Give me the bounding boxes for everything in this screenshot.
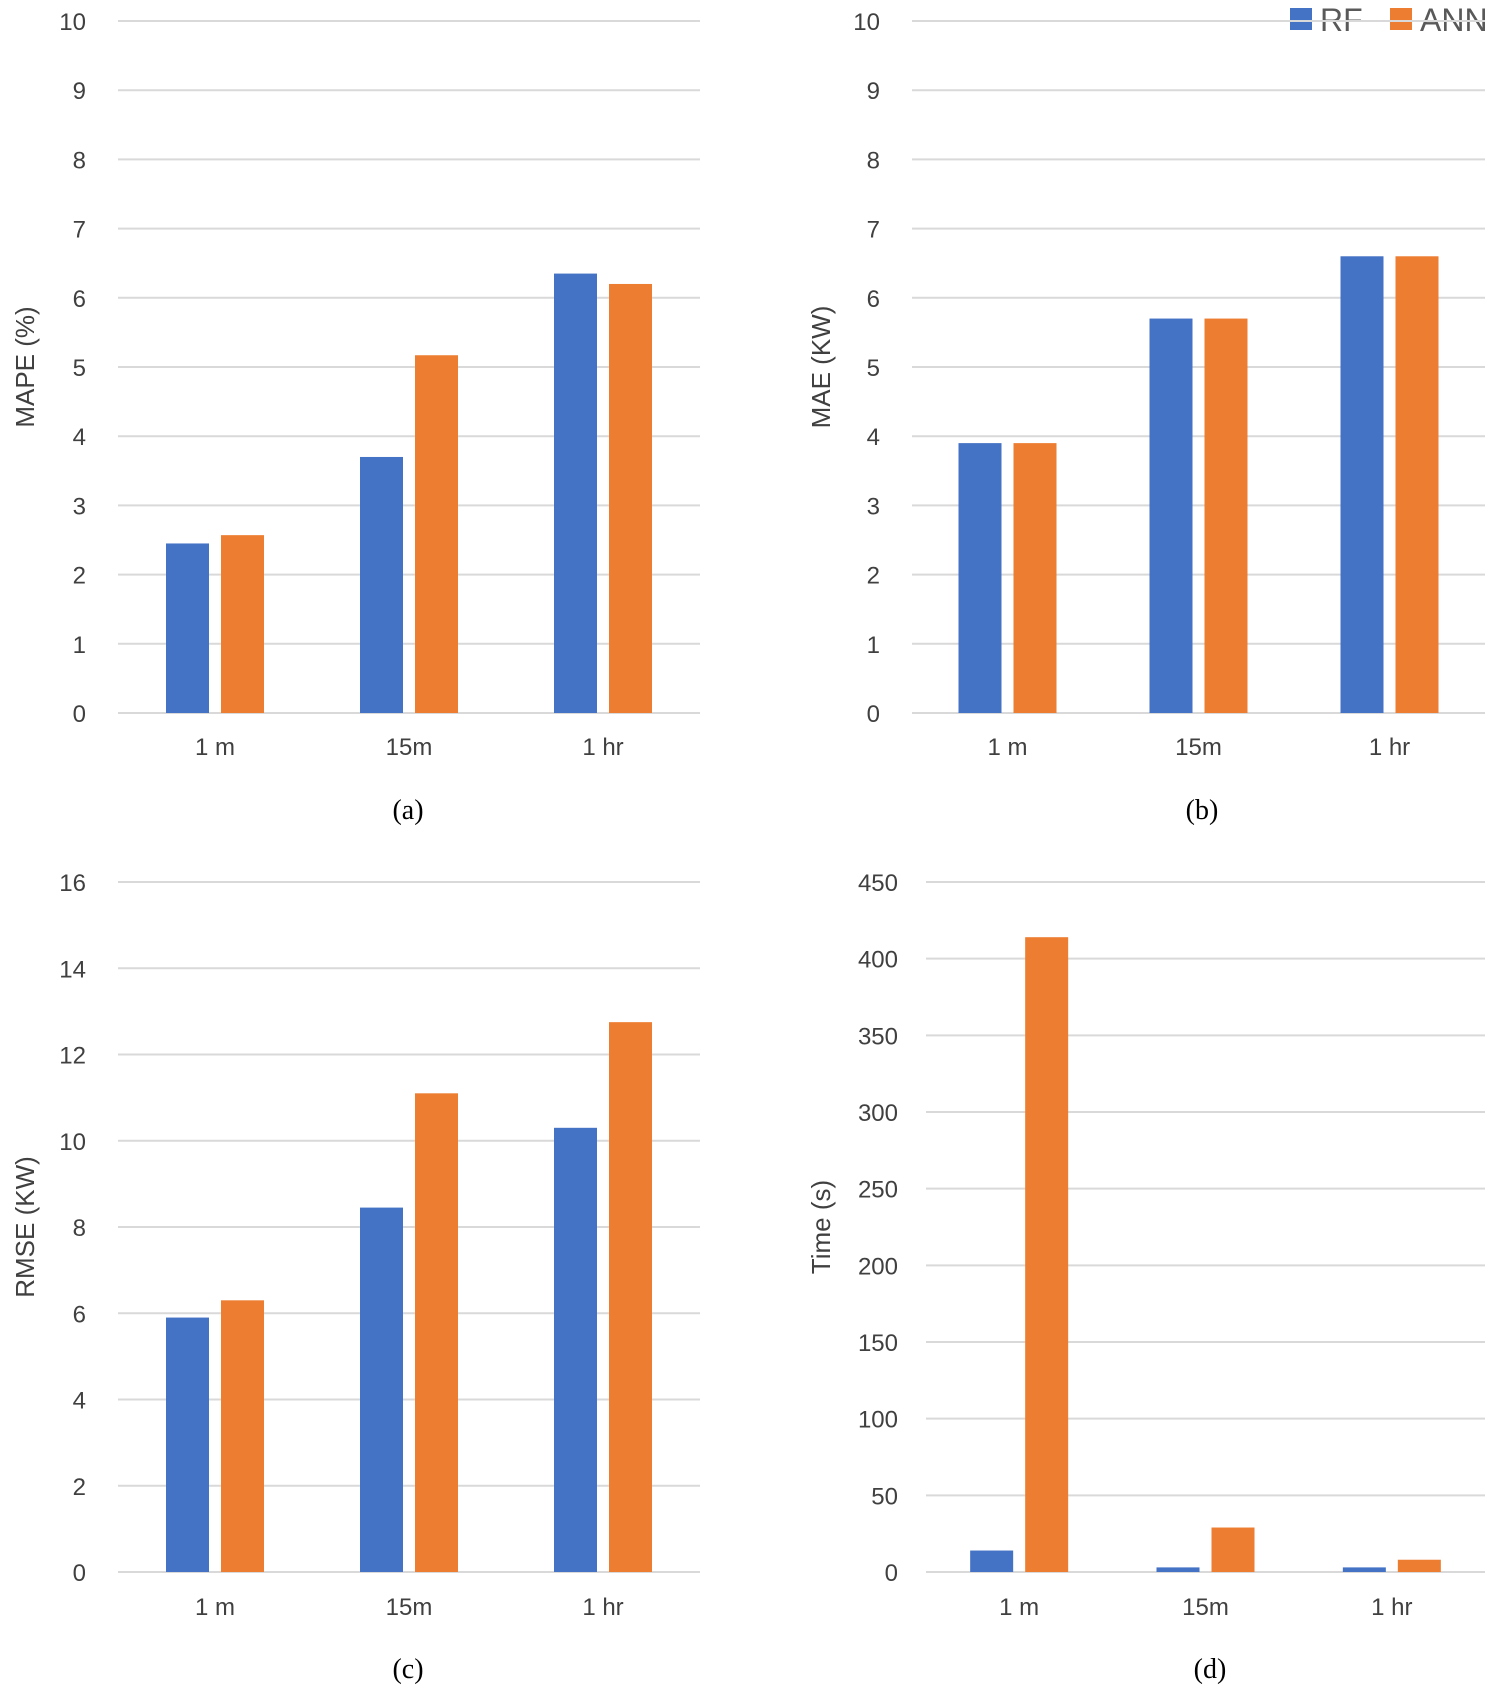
chart-a-category-label: 1 hr: [582, 734, 623, 761]
chart-d-ytick-label: 200: [858, 1253, 898, 1280]
chart-a-ytick-label: 3: [73, 493, 86, 520]
chart-c-bar-ann-0: [221, 1300, 264, 1572]
chart-b-category-label: 1 m: [987, 734, 1027, 761]
chart-d-ytick-label: 100: [858, 1407, 898, 1434]
chart-a-ytick-label: 1: [73, 632, 86, 659]
chart-b-ytick-label: 0: [867, 701, 880, 728]
chart-d-ylabel: Time (s): [806, 1180, 836, 1274]
chart-d-bar-ann-2: [1397, 1559, 1441, 1572]
chart-b-bar-ann-2: [1395, 256, 1439, 713]
chart-c-category-label: 15m: [386, 1594, 433, 1621]
chart-c-bar-ann-2: [609, 1022, 652, 1572]
chart-b-ytick-label: 2: [867, 563, 880, 590]
chart-b-bar-rf-2: [1340, 256, 1384, 713]
chart-d-ytick-label: 50: [871, 1483, 898, 1510]
chart-a-bar-rf-2: [554, 273, 597, 713]
chart-b-ylabel: MAE (KW): [806, 306, 836, 429]
chart-a-ytick-label: 2: [73, 563, 86, 590]
chart-a-category-label: 15m: [386, 734, 433, 761]
chart-c-ytick-label: 10: [59, 1129, 86, 1156]
chart-d-category-label: 1 hr: [1371, 1594, 1412, 1621]
chart-c-ytick-label: 0: [73, 1560, 86, 1587]
chart-a-ytick-label: 5: [73, 355, 86, 382]
chart-d-bar-rf-1: [1156, 1567, 1200, 1572]
chart-c-ylabel: RMSE (KW): [10, 1156, 40, 1298]
chart-b-category-label: 15m: [1175, 734, 1222, 761]
chart-d-bar-rf-2: [1342, 1567, 1386, 1572]
chart-c-category-label: 1 m: [195, 1594, 235, 1621]
chart-c-ytick-label: 2: [73, 1474, 86, 1501]
chart-a-ytick-label: 9: [73, 78, 86, 105]
chart-a-bar-rf-1: [360, 456, 403, 713]
chart-b-ytick-label: 9: [867, 78, 880, 105]
legend-swatch-rf: [1290, 8, 1312, 30]
chart-a-category-label: 1 m: [195, 734, 235, 761]
chart-a-ytick-label: 0: [73, 701, 86, 728]
chart-b-ytick-label: 7: [867, 217, 880, 244]
chart-b-ytick-label: 4: [867, 424, 880, 451]
chart-d-ytick-label: 350: [858, 1023, 898, 1050]
chart-b-caption: (b): [1186, 795, 1219, 826]
chart-d-caption: (d): [1194, 1654, 1227, 1685]
chart-b-ytick-label: 8: [867, 147, 880, 174]
chart-d-ytick-label: 150: [858, 1330, 898, 1357]
chart-a-ytick-label: 4: [73, 424, 86, 451]
chart-a-ytick-label: 6: [73, 286, 86, 313]
chart-c-bar-rf-1: [360, 1207, 403, 1572]
chart-c-bar-rf-2: [554, 1127, 597, 1572]
chart-d-ytick-label: 300: [858, 1100, 898, 1127]
chart-b-bar-ann-0: [1013, 443, 1057, 713]
chart-d-bar-ann-0: [1025, 937, 1069, 1572]
chart-c-ytick-label: 14: [59, 956, 86, 983]
chart-a-ytick-label: 7: [73, 217, 86, 244]
chart-d-bar-rf-0: [970, 1550, 1014, 1572]
chart-d-ytick-label: 450: [858, 870, 898, 897]
chart-a-bar-ann-1: [415, 355, 458, 713]
chart-d-category-label: 1 m: [999, 1594, 1039, 1621]
chart-a-bar-rf-0: [166, 543, 209, 713]
chart-b-ytick-label: 1: [867, 632, 880, 659]
chart-a-bar-ann-2: [609, 283, 652, 713]
chart-c-ytick-label: 6: [73, 1301, 86, 1328]
chart-c-ytick-label: 4: [73, 1388, 86, 1415]
chart-c-caption: (c): [392, 1654, 423, 1685]
chart-d-ytick-label: 0: [885, 1560, 898, 1587]
chart-b-bar-ann-1: [1204, 318, 1248, 713]
chart-b-ytick-label: 5: [867, 355, 880, 382]
chart-d-ytick-label: 250: [858, 1177, 898, 1204]
chart-a-ytick-label: 8: [73, 147, 86, 174]
chart-a-bar-ann-0: [221, 535, 264, 713]
chart-c-category-label: 1 hr: [582, 1594, 623, 1621]
chart-b-ytick-label: 10: [853, 9, 880, 36]
chart-d-bar-ann-1: [1211, 1527, 1255, 1572]
legend-swatch-ann: [1390, 8, 1412, 30]
chart-c-ytick-label: 16: [59, 870, 86, 897]
chart-c-bar-rf-0: [166, 1317, 209, 1572]
chart-a-ylabel: MAPE (%): [10, 306, 40, 427]
chart-b-bar-rf-0: [958, 443, 1002, 713]
chart-a-ytick-label: 10: [59, 9, 86, 36]
chart-b-ytick-label: 3: [867, 493, 880, 520]
chart-b-bar-rf-1: [1149, 318, 1193, 713]
chart-b-category-label: 1 hr: [1369, 734, 1410, 761]
chart-c-bar-ann-1: [415, 1093, 458, 1572]
chart-d-ytick-label: 400: [858, 947, 898, 974]
chart-d-category-label: 15m: [1182, 1594, 1229, 1621]
chart-b-ytick-label: 6: [867, 286, 880, 313]
chart-a-caption: (a): [392, 795, 423, 826]
chart-c-ytick-label: 8: [73, 1215, 86, 1242]
chart-c-ytick-label: 12: [59, 1043, 86, 1070]
